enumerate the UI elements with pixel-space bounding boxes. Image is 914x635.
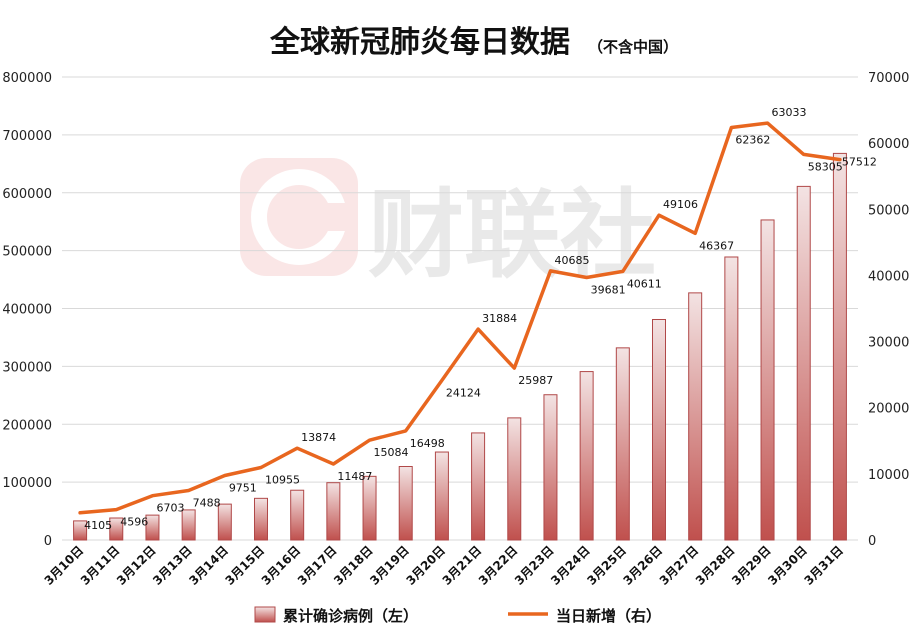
right-tick-label: 70000 xyxy=(868,71,909,86)
line-data-label: 25987 xyxy=(518,374,553,387)
line-data-label: 58305 xyxy=(808,160,843,173)
bar-cumulative xyxy=(760,219,775,541)
x-axis-ticks: 3月10日3月11日3月12日3月13日3月14日3月15日3月16日3月17日… xyxy=(42,543,846,588)
line-data-label: 10955 xyxy=(265,474,300,487)
x-tick-label: 3月18日 xyxy=(331,543,376,588)
x-tick-label: 3月20日 xyxy=(403,543,448,588)
line-data-labels: 4105 4596 6703 7488 9751 10955 13874 1148715084… xyxy=(84,106,877,532)
right-tick-label: 40000 xyxy=(868,269,909,284)
x-tick-label: 3月14日 xyxy=(186,543,231,588)
watermark-logo: 财联社 xyxy=(240,158,656,291)
bar-cumulative xyxy=(688,292,703,541)
bar-series xyxy=(73,152,847,541)
x-tick-label: 3月28日 xyxy=(693,543,738,588)
line-data-label: 4596 xyxy=(120,516,148,529)
right-tick-label: 20000 xyxy=(868,402,909,417)
x-tick-label: 3月22日 xyxy=(476,543,521,588)
left-tick-label: 500000 xyxy=(2,245,52,260)
x-tick-label: 3月19日 xyxy=(367,543,412,588)
left-tick-label: 400000 xyxy=(2,303,52,318)
line-data-label: 40685 xyxy=(554,254,589,267)
bar-cumulative xyxy=(652,318,666,541)
legend: 累计确诊病例（左） 当日新增（右） xyxy=(254,606,661,625)
left-tick-label: 0 xyxy=(44,534,52,549)
x-tick-label: 3月10日 xyxy=(42,543,87,588)
bar-cumulative xyxy=(326,482,341,541)
line-data-label: 24124 xyxy=(446,386,481,399)
line-data-label: 63033 xyxy=(772,106,807,119)
right-axis-ticks: 0 10000 20000 30000 40000 50000 60000 70000 xyxy=(868,71,909,549)
line-data-label: 49106 xyxy=(663,198,698,211)
legend-bar-swatch xyxy=(254,606,276,623)
x-tick-label: 3月16日 xyxy=(259,543,304,588)
line-data-label: 31884 xyxy=(482,312,517,325)
bar-cumulative xyxy=(543,394,558,541)
x-tick-label: 3月30日 xyxy=(765,543,810,588)
x-tick-label: 3月13日 xyxy=(150,543,195,588)
right-tick-label: 0 xyxy=(868,534,876,549)
line-data-label: 9751 xyxy=(229,482,257,495)
right-tick-label: 60000 xyxy=(868,137,909,152)
bar-cumulative xyxy=(832,152,847,541)
chart-title: 全球新冠肺炎每日数据 xyxy=(269,25,570,60)
x-tick-label: 3月24日 xyxy=(548,543,593,588)
left-tick-label: 800000 xyxy=(2,71,52,86)
bar-cumulative xyxy=(290,489,305,541)
line-data-label: 16498 xyxy=(410,437,445,450)
line-daily-new xyxy=(78,121,842,515)
line-data-label: 39681 xyxy=(591,284,626,297)
line-data-label: 46367 xyxy=(699,239,734,252)
bar-cumulative xyxy=(109,517,124,541)
right-tick-label: 30000 xyxy=(868,336,909,351)
line-data-label: 15084 xyxy=(374,446,409,459)
x-tick-label: 3月15日 xyxy=(223,543,268,588)
line-series xyxy=(78,121,842,515)
x-tick-label: 3月26日 xyxy=(621,543,666,588)
x-tick-label: 3月23日 xyxy=(512,543,557,588)
bar-cumulative xyxy=(507,417,522,541)
left-tick-label: 100000 xyxy=(2,476,52,491)
left-axis-ticks: 0 100000 200000 300000 400000 500000 600000 700… xyxy=(2,71,52,549)
bar-cumulative xyxy=(398,465,413,541)
x-tick-label: 3月25日 xyxy=(584,543,629,588)
x-tick-label: 3月31日 xyxy=(801,543,846,588)
bar-cumulative xyxy=(181,509,196,541)
bar-cumulative xyxy=(434,451,449,541)
chart-subtitle: （不含中国） xyxy=(588,38,678,56)
line-data-label: 7488 xyxy=(193,496,221,509)
bar-cumulative xyxy=(615,347,630,541)
bar-cumulative xyxy=(796,185,811,541)
x-tick-label: 3月12日 xyxy=(114,543,159,588)
line-data-label: 11487 xyxy=(337,470,372,483)
x-tick-label: 3月11日 xyxy=(78,543,123,588)
left-tick-label: 200000 xyxy=(2,418,52,433)
x-tick-label: 3月29日 xyxy=(729,543,774,588)
line-data-label: 62362 xyxy=(735,134,770,147)
left-tick-label: 300000 xyxy=(2,360,52,375)
right-tick-label: 50000 xyxy=(868,203,909,218)
bar-cumulative xyxy=(254,497,268,541)
line-data-label: 4105 xyxy=(84,519,112,532)
bar-cumulative xyxy=(471,432,486,541)
line-data-label: 13874 xyxy=(301,431,336,444)
bar-cumulative xyxy=(579,371,594,541)
bar-cumulative xyxy=(362,475,377,541)
line-data-label: 40611 xyxy=(627,277,662,290)
right-tick-label: 10000 xyxy=(868,468,909,483)
bar-cumulative xyxy=(73,520,88,541)
bar-cumulative xyxy=(217,503,232,541)
x-tick-label: 3月27日 xyxy=(657,543,702,588)
x-tick-label: 3月17日 xyxy=(295,543,340,588)
line-data-label: 6703 xyxy=(156,502,184,515)
bar-cumulative xyxy=(724,256,739,541)
legend-line-label: 当日新增（右） xyxy=(556,607,661,625)
left-tick-label: 700000 xyxy=(2,129,52,144)
line-data-label: 57512 xyxy=(842,156,877,169)
left-tick-label: 600000 xyxy=(2,187,52,202)
legend-bar-label: 累计确诊病例（左） xyxy=(283,607,418,625)
bar-cumulative xyxy=(145,514,160,541)
x-tick-label: 3月21日 xyxy=(440,543,485,588)
